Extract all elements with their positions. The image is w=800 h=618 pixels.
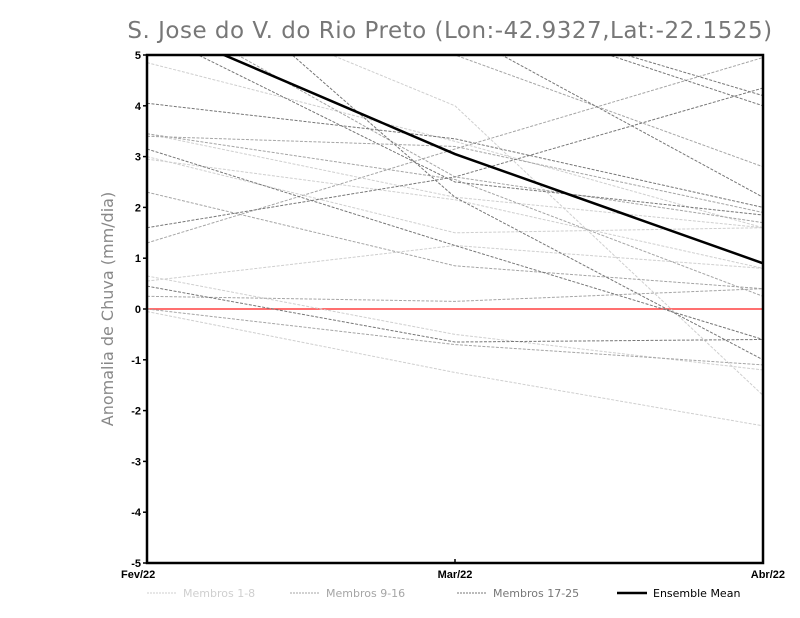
y-tick-label: 3 (135, 152, 141, 164)
plot-lines (147, 55, 763, 427)
member-line-3-5 (291, 55, 763, 361)
member-line-3-3 (147, 148, 763, 340)
member-line-2-1 (147, 57, 763, 244)
y-tick-label: -3 (131, 456, 141, 468)
y-axis-label: Anomalia de Chuva (mm/dia) (98, 192, 117, 426)
member-line-2-4 (147, 191, 763, 290)
member-line-2-7 (147, 308, 763, 366)
x-tick-label: Abr/22 (751, 569, 785, 581)
x-tick-label: Mar/22 (438, 569, 473, 581)
member-line-1-5 (147, 275, 763, 371)
member-line-3-9 (624, 55, 763, 97)
member-line-1-4 (147, 158, 763, 269)
y-tick-label: -2 (131, 406, 141, 418)
legend-label: Membros 1-8 (183, 587, 255, 600)
y-tick-label: 0 (135, 304, 141, 316)
member-line-3-8 (500, 55, 763, 198)
member-line-3-1 (147, 102, 763, 208)
member-line-2-6 (452, 55, 763, 168)
ensemble-mean-line (220, 55, 763, 265)
member-line-3-6 (197, 55, 763, 216)
y-tick-label: 4 (135, 101, 142, 113)
y-tick-label: -5 (131, 558, 141, 570)
y-tick-label: -1 (131, 355, 141, 367)
member-line-3-2 (147, 87, 763, 229)
member-line-2-2 (147, 135, 763, 213)
y-tick-label: 5 (135, 50, 141, 62)
member-line-1-8 (330, 55, 763, 396)
member-line-3-4 (147, 285, 763, 343)
member-line-1-2 (147, 133, 763, 229)
legend-label: Membros 9-16 (326, 587, 405, 600)
member-line-1-7 (147, 311, 763, 427)
member-line-2-5 (147, 288, 763, 302)
y-tick-label: 2 (135, 202, 141, 214)
y-tick-label: -4 (131, 507, 142, 519)
member-line-3-7 (607, 55, 763, 107)
chart-title: S. Jose do V. do Rio Preto (Lon:-42.9327… (127, 18, 772, 44)
member-line-2-8 (147, 133, 763, 297)
member-line-1-1 (147, 62, 763, 229)
y-tick-label: 1 (135, 253, 141, 265)
x-tick-label: Fev/22 (121, 569, 155, 581)
legend-label: Ensemble Mean (653, 587, 740, 600)
member-line-1-3 (147, 156, 763, 234)
member-line-1-6 (147, 244, 763, 282)
axis-ticks: -5 -4 -3 -2 -1 0 1 2 3 4 5 Fev/22 Mar/22 Abr/22 (121, 50, 785, 581)
legend: Membros 1-8 Membros 9-16 Membros 17-25 Ense… (147, 587, 740, 600)
legend-label: Membros 17-25 (493, 587, 579, 600)
